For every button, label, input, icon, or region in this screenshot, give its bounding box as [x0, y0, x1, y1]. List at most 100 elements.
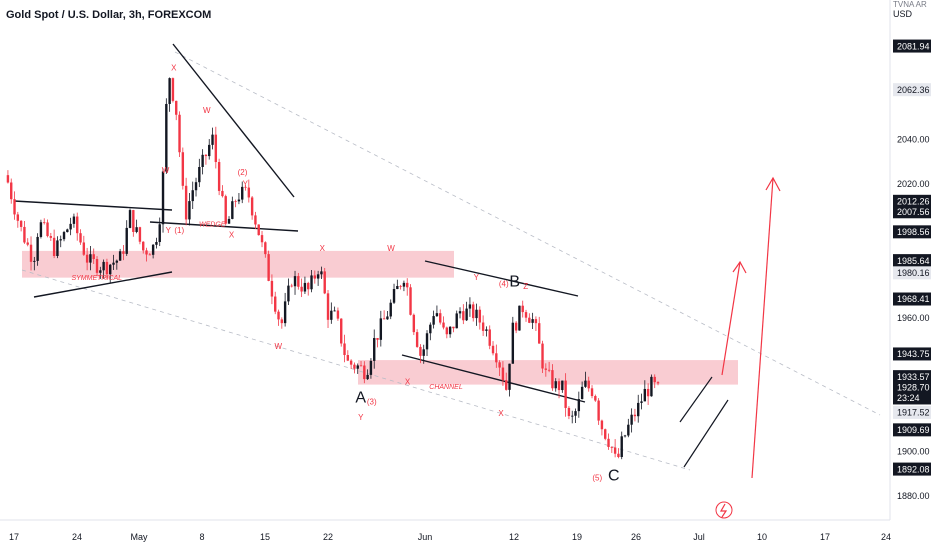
- candle-body: [211, 134, 214, 145]
- price-badge-text: 23:24: [897, 393, 920, 403]
- wedge-top-line: [172, 43, 295, 198]
- price-badge: [893, 225, 931, 239]
- candle-body: [399, 285, 402, 287]
- wave-label: A: [355, 389, 366, 406]
- candle-body: [409, 287, 412, 315]
- price-badge: [893, 254, 931, 268]
- candle-body: [468, 304, 472, 309]
- wave-label: X: [498, 409, 504, 418]
- candle-body: [607, 438, 610, 447]
- candle-body: [125, 227, 128, 254]
- price-badge: [893, 194, 931, 208]
- candle-body: [346, 355, 350, 361]
- candle-body: [452, 326, 455, 329]
- wave-label: (5): [592, 473, 602, 482]
- candle-body: [82, 242, 86, 255]
- candle-body: [481, 322, 485, 331]
- x-tick-label: Jun: [418, 532, 433, 542]
- candle-body: [521, 305, 524, 313]
- price-badge: [893, 391, 931, 405]
- y-tick-label: 2040.00: [897, 135, 930, 145]
- candle-body: [36, 236, 39, 261]
- supply-demand-zones: [22, 250, 738, 385]
- candle-body: [274, 296, 277, 312]
- candle-body: [231, 201, 234, 219]
- candle-body: [161, 171, 165, 225]
- candle-body: [320, 271, 323, 275]
- candle-body: [168, 78, 171, 104]
- candle-body: [283, 301, 287, 324]
- candle-body: [538, 323, 541, 344]
- candle-body: [425, 333, 429, 350]
- candle-body: [208, 144, 211, 157]
- candle-body: [188, 201, 191, 220]
- candle-body: [313, 275, 317, 279]
- candle-body: [412, 314, 416, 333]
- price-badge-text: 1917.52: [897, 408, 930, 418]
- price-badge-text: 2007.56: [897, 207, 930, 217]
- candle-body: [201, 154, 204, 167]
- candle-body: [551, 370, 554, 389]
- candle-body: [363, 365, 366, 380]
- candle-body: [19, 220, 23, 227]
- candle-body: [221, 190, 224, 197]
- candle-body: [478, 309, 482, 323]
- wave-label: CHANNEL: [429, 384, 463, 391]
- candle-body: [59, 239, 62, 241]
- candle-body: [498, 362, 501, 368]
- candle-body: [373, 338, 376, 361]
- candle-body: [330, 310, 333, 320]
- candle-body: [359, 365, 363, 367]
- price-badge: [893, 205, 931, 219]
- candle-body: [115, 260, 119, 263]
- candle-body: [445, 327, 449, 335]
- wave-label: (2): [238, 168, 248, 177]
- candle-body: [554, 381, 557, 389]
- candle-body: [561, 380, 564, 391]
- candle-body: [389, 302, 392, 317]
- candle-body: [580, 386, 584, 400]
- candle-body: [158, 224, 161, 243]
- candle-body: [260, 235, 264, 243]
- candle-body: [244, 186, 247, 188]
- time-axis: 17 24 May 8 15 22 Jun 12 19 26 Jul 10 17 24: [0, 519, 891, 542]
- candle-body: [293, 276, 297, 287]
- candle-body: [145, 250, 148, 255]
- candlesticks: [6, 77, 660, 460]
- candle-body: [617, 453, 620, 457]
- wave-label: B: [509, 274, 520, 291]
- candle-body: [62, 232, 66, 240]
- candle-body: [105, 261, 109, 275]
- candle-body: [135, 227, 138, 232]
- candle-body: [310, 275, 313, 290]
- candle-body: [198, 166, 201, 183]
- candle-body: [290, 285, 293, 287]
- candle-body: [656, 382, 660, 384]
- candle-body: [204, 154, 208, 157]
- price-badge: [893, 380, 931, 394]
- candle-body: [155, 242, 158, 245]
- wave-label: X: [229, 231, 235, 240]
- candle-body: [287, 285, 290, 302]
- candle-body: [455, 313, 458, 329]
- wave-label: W: [162, 166, 170, 175]
- candle-body: [518, 305, 521, 331]
- candle-body: [584, 380, 587, 387]
- candle-body: [610, 446, 614, 448]
- candle-body: [142, 241, 145, 251]
- candle-body: [247, 187, 251, 198]
- price-badge: [893, 405, 931, 419]
- price-badge: [893, 347, 931, 361]
- x-tick-label: 12: [509, 532, 519, 542]
- candle-body: [597, 400, 600, 421]
- candle-body: [102, 261, 105, 271]
- candle-body: [653, 376, 656, 383]
- candle-body: [491, 345, 495, 354]
- candle-body: [257, 224, 260, 236]
- candle-body: [613, 447, 617, 454]
- candle-body: [132, 210, 135, 232]
- candle-body: [448, 326, 452, 335]
- wave-label: (1): [174, 226, 184, 235]
- candle-body: [181, 152, 185, 186]
